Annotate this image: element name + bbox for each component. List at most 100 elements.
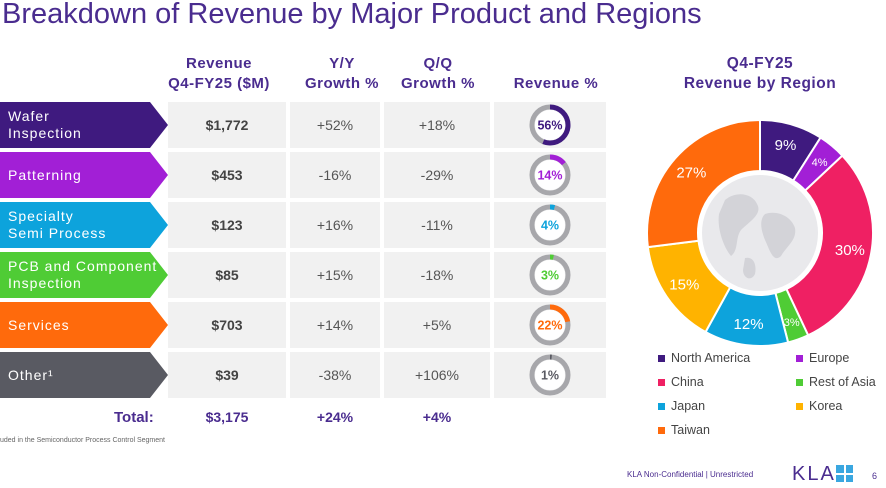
donut-label-japan: 12%: [734, 316, 764, 333]
row-label-specialty-semi-process: Specialty Semi Process: [0, 202, 168, 248]
revenue-pct-cell: 56%: [494, 102, 606, 148]
legend-item-rest-of-asia: Rest of Asia: [796, 375, 876, 389]
ring-value-arc: [529, 154, 571, 196]
row-label-line2: Inspection: [8, 125, 82, 141]
revenue-cell: $453: [211, 167, 243, 183]
revenue-pct-cell: 4%: [494, 202, 606, 248]
region-donut-chart: 9% 4% 30% 3% 12% 15% 27%: [646, 118, 874, 347]
region-title-line2: Revenue by Region: [683, 75, 837, 92]
yy-growth-cell: -38%: [318, 367, 352, 383]
kla-logo-mark-icon: [836, 465, 853, 482]
row-label-line2: Inspection: [8, 275, 82, 291]
total-yy-growth: +24%: [316, 409, 354, 425]
ring-value-arc: [529, 354, 571, 396]
table-row: $123 +16% -11% 4%: [168, 202, 606, 248]
legend-label: Taiwan: [671, 423, 710, 437]
ring-value-arc: [529, 304, 571, 346]
legend-item-north-america: North America: [658, 351, 750, 365]
row-label-line1: Specialty: [8, 208, 74, 224]
legend-item-taiwan: Taiwan: [658, 423, 710, 437]
revenue-column-header: Revenue Q4-FY25 ($M): [160, 54, 278, 94]
row-label-line1: Services: [8, 316, 70, 333]
yy-growth-cell: +16%: [316, 217, 354, 233]
footnote: uded in the Semiconductor Process Contro…: [0, 437, 165, 444]
table-row: $85 +15% -18% 3%: [168, 252, 606, 298]
pct-column-header: Revenue %: [500, 74, 612, 94]
legend-item-japan: Japan: [658, 399, 705, 413]
donut-label-north-america: 9%: [775, 137, 797, 154]
legend-swatch: [658, 354, 665, 362]
row-label-line1: Patterning: [8, 166, 82, 183]
row-label-line2: Semi Process: [8, 225, 107, 241]
revenue-cell: $123: [211, 217, 243, 233]
legend-label: Rest of Asia: [809, 375, 876, 389]
ring-center: [535, 160, 565, 190]
region-chart-title: Q4-FY25 Revenue by Region: [660, 54, 860, 94]
yy-growth-cell: +14%: [316, 317, 354, 333]
qq-growth-cell: -18%: [420, 267, 454, 283]
donut-label-china: 30%: [835, 242, 865, 259]
ring-value-label: 4%: [541, 219, 559, 233]
row-label-services: Services: [0, 302, 168, 348]
qq-growth-cell: -11%: [421, 217, 453, 233]
legend-item-korea: Korea: [796, 399, 842, 413]
legend-swatch: [658, 426, 665, 434]
donut-slice-china: [785, 154, 874, 337]
legend-label: Japan: [671, 399, 706, 413]
ring-center: [535, 310, 565, 340]
ring-value-arc: [529, 104, 571, 146]
table-row: $703 +14% +5% 22%: [168, 302, 606, 348]
region-title-line1: Q4-FY25: [726, 55, 794, 72]
qq-header-line2: Growth %: [401, 75, 475, 92]
revenue-cell: $703: [211, 317, 243, 333]
table-row: $1,772 +52% +18% 56%: [168, 102, 606, 148]
pct-header-text: Revenue %: [513, 75, 599, 92]
legend-label: Korea: [809, 399, 843, 413]
kla-logo: KLA: [792, 463, 836, 485]
table-row: $39 -38% +106% 1%: [168, 352, 606, 398]
legend-item-europe: Europe: [796, 351, 849, 365]
revenue-pct-donut: 14%: [529, 154, 571, 196]
row-label-patterning: Patterning: [0, 152, 168, 198]
revenue-pct-donut: 56%: [529, 104, 571, 146]
qq-growth-cell: +18%: [418, 117, 456, 133]
qq-growth-cell: -29%: [420, 167, 454, 183]
donut-label-rest-of-asia: 3%: [784, 317, 800, 329]
table-row: $453 -16% -29% 14%: [168, 152, 606, 198]
ring-center: [535, 360, 565, 390]
total-revenue: $3,175: [205, 409, 249, 425]
legend-label: Europe: [809, 351, 850, 365]
revenue-pct-cell: 14%: [494, 152, 606, 198]
legend-swatch: [796, 378, 803, 386]
yy-growth-cell: +15%: [316, 267, 354, 283]
row-label-line1: Other¹: [8, 366, 54, 383]
ring-value-arc: [529, 254, 571, 296]
ring-value-label: 56%: [537, 119, 562, 133]
ring-center: [535, 260, 565, 290]
donut-slice-taiwan: [646, 118, 761, 249]
yy-growth-cell: +52%: [316, 117, 354, 133]
revenue-pct-donut: 1%: [529, 354, 571, 396]
row-label-wafer-inspection: Wafer Inspection: [0, 102, 168, 148]
globe-graphic: [702, 175, 818, 291]
ring-value-label: 22%: [537, 319, 562, 333]
yy-column-header: Y/Y Growth %: [294, 54, 390, 94]
ring-value-label: 14%: [537, 169, 562, 183]
ring-value-label: 3%: [541, 269, 559, 283]
revenue-pct-donut: 3%: [529, 254, 571, 296]
yy-growth-cell: -16%: [318, 167, 352, 183]
revenue-header-line1: Revenue: [185, 55, 253, 72]
legend-swatch: [796, 402, 803, 410]
revenue-pct-donut: 4%: [529, 204, 571, 246]
row-label-line1: PCB and Component: [8, 258, 158, 274]
revenue-cell: $39: [215, 367, 239, 383]
confidentiality-label: KLA Non-Confidential | Unrestricted: [627, 470, 754, 479]
page-number: 6: [872, 471, 878, 481]
legend-swatch: [658, 402, 665, 410]
donut-label-europe: 4%: [812, 157, 828, 169]
legend-item-china: China: [658, 375, 704, 389]
ring-center: [535, 110, 565, 140]
legend-label: China: [671, 375, 704, 389]
ring-center: [535, 210, 565, 240]
donut-label-taiwan: 27%: [676, 164, 706, 181]
